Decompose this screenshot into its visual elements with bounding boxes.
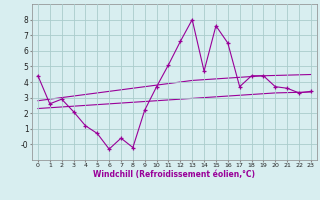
X-axis label: Windchill (Refroidissement éolien,°C): Windchill (Refroidissement éolien,°C): [93, 170, 255, 179]
